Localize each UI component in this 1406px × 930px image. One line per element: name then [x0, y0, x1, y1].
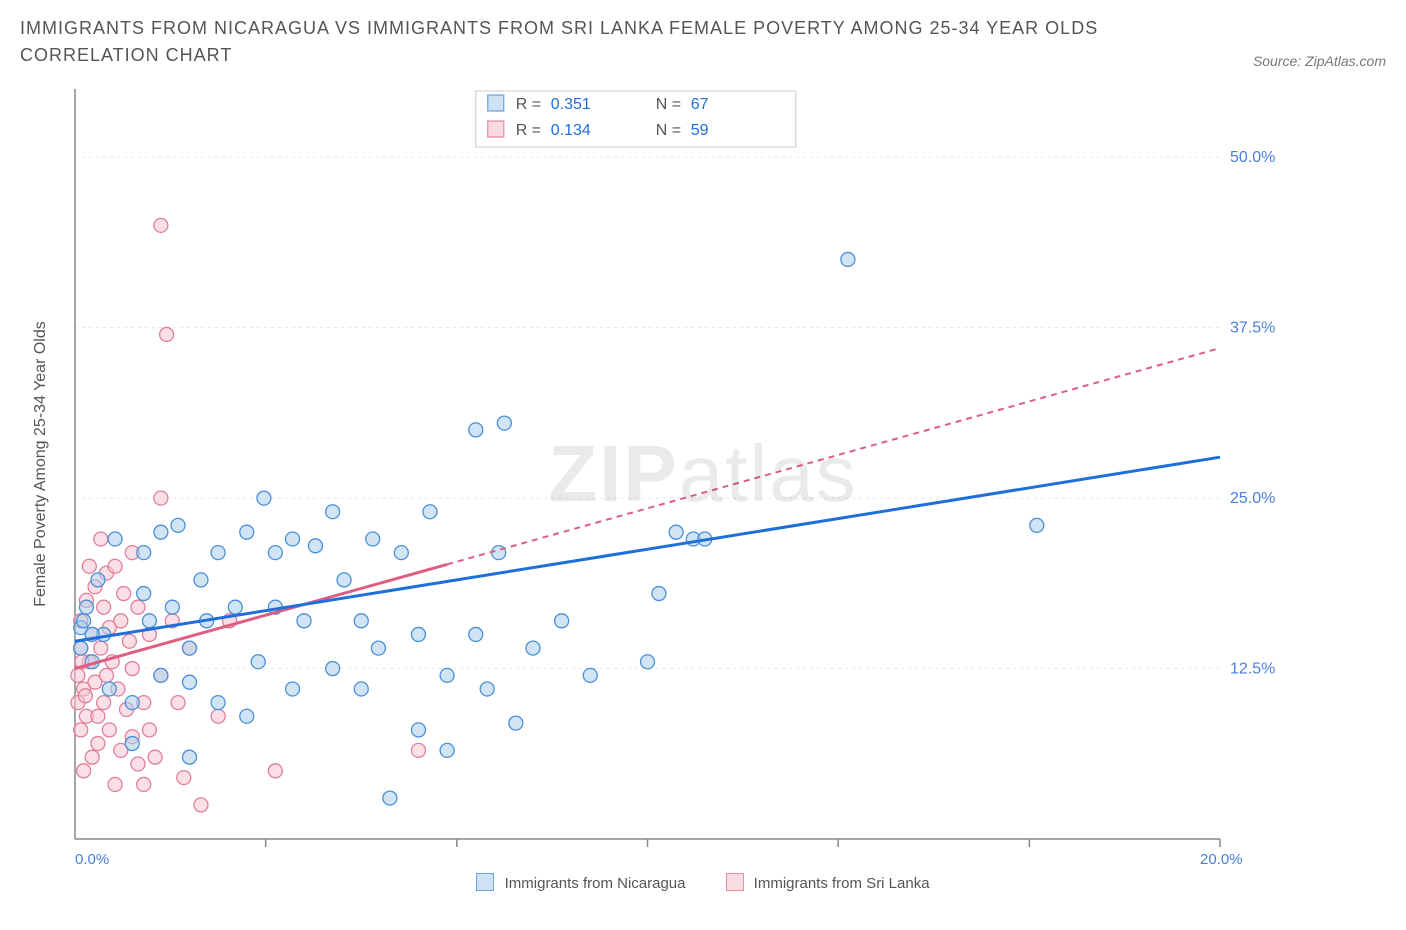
svg-text:12.5%: 12.5% [1230, 661, 1275, 678]
legend-item-nicaragua: Immigrants from Nicaragua [476, 873, 685, 892]
svg-text:Female Poverty Among 25-34 Yea: Female Poverty Among 25-34 Year Olds [32, 321, 49, 607]
svg-text:25.0%: 25.0% [1230, 490, 1275, 507]
svg-text:N =: N = [656, 96, 681, 113]
svg-text:59: 59 [691, 122, 709, 139]
svg-text:R =: R = [516, 96, 541, 113]
scatter-chart: 12.5% 25.0% 37.5% 50.0% Female Poverty Among… [20, 79, 1300, 869]
svg-text:37.5%: 37.5% [1230, 320, 1275, 337]
x-axis-max-label: 20.0% [1200, 851, 1243, 868]
chart-title: IMMIGRANTS FROM NICARAGUA VS IMMIGRANTS … [20, 15, 1120, 69]
legend-swatch-nicaragua [476, 873, 494, 891]
svg-text:R =: R = [516, 122, 541, 139]
svg-text:0.351: 0.351 [551, 96, 591, 113]
chart-area: 12.5% 25.0% 37.5% 50.0% Female Poverty Among… [20, 79, 1386, 869]
svg-text:N =: N = [656, 122, 681, 139]
legend-item-srilanka: Immigrants from Sri Lanka [726, 873, 930, 892]
source-label: Source: ZipAtlas.com [1253, 53, 1386, 69]
legend-swatch-srilanka [726, 873, 744, 891]
x-axis-min-label: 0.0% [75, 851, 109, 868]
svg-text:50.0%: 50.0% [1230, 149, 1275, 166]
legend-label-nicaragua: Immigrants from Nicaragua [505, 875, 686, 892]
svg-text:67: 67 [691, 96, 709, 113]
footer-legend: Immigrants from Nicaragua Immigrants fro… [20, 873, 1386, 892]
svg-text:0.134: 0.134 [551, 122, 591, 139]
legend-label-srilanka: Immigrants from Sri Lanka [754, 875, 930, 892]
